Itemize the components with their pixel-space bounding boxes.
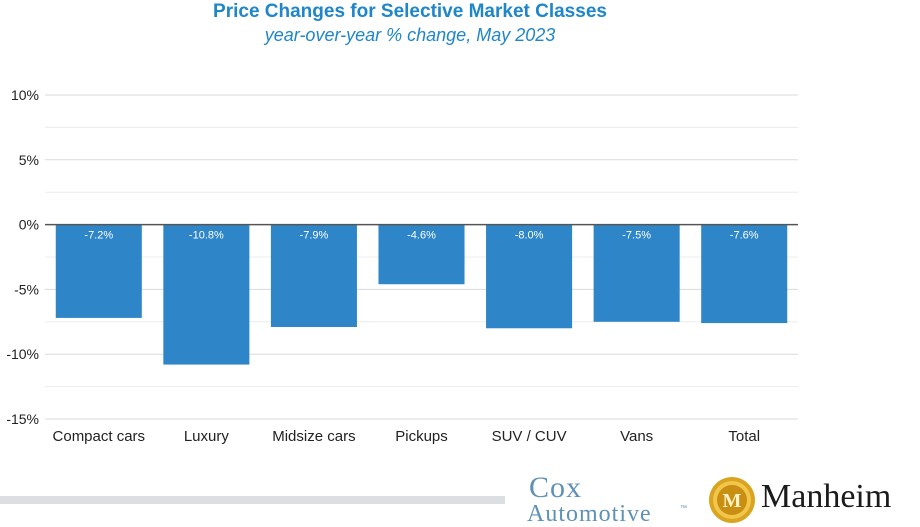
bar [163,224,250,365]
chart-title: Price Changes for Selective Market Class… [213,1,607,22]
x-category-label: Midsize cars [272,428,355,445]
footer-divider [0,496,505,504]
bar-data-label: -7.9% [300,230,329,242]
seal-letter: M [723,490,742,512]
y-tick-label: -10% [6,346,39,362]
x-category-label: Total [728,428,760,445]
bar-data-label: -4.6% [407,230,436,242]
y-tick-label: 0% [19,217,39,233]
cox-logo-line1: Cox [529,471,583,504]
bar [593,224,680,322]
x-category-label: Vans [620,428,653,445]
manheim-logo-text: Manheim [761,478,892,515]
bar-chart: 10% 5% 0% -5% -10% -15% -7.2% Compact cars -10.8… [6,87,798,445]
bar-data-label: -7.2% [84,230,113,242]
y-tick-label: -5% [14,281,39,297]
x-category-label: SUV / CUV [492,428,567,445]
cox-logo-line2: Automotive [527,501,652,527]
bar-data-label: -8.0% [515,230,544,242]
cox-automotive-logo: Cox Automotive [527,471,692,527]
bar [486,224,573,329]
cox-trademark: ™ [680,505,687,512]
chart-subtitle: year-over-year % change, May 2023 [264,25,556,45]
bar [270,224,357,327]
bar-data-label: -10.8% [189,230,224,242]
bar-data-label: -7.5% [622,230,651,242]
bar [701,224,788,324]
x-category-label: Luxury [184,428,230,445]
y-tick-label: 10% [11,87,39,103]
manheim-seal-icon: M [709,477,755,523]
y-tick-label: 5% [19,152,39,168]
bar [55,224,142,318]
bar [378,224,465,285]
bar-data-label: -7.6% [730,230,759,242]
x-category-label: Compact cars [53,428,146,445]
x-category-label: Pickups [395,428,448,445]
y-tick-label: -15% [6,411,39,427]
